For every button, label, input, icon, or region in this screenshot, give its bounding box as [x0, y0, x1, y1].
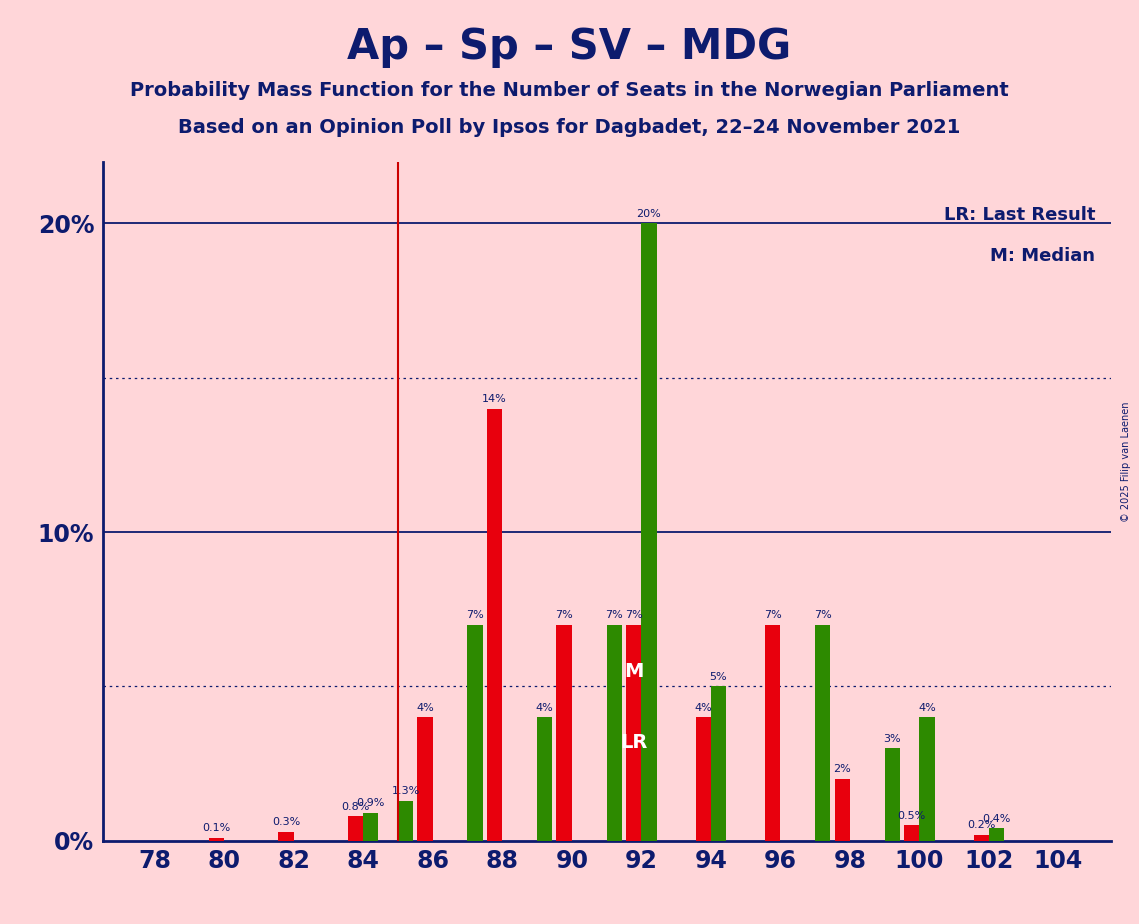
Text: 7%: 7% — [605, 610, 623, 620]
Text: LR: Last Result: LR: Last Result — [944, 206, 1096, 224]
Text: 7%: 7% — [764, 610, 781, 620]
Text: Based on an Opinion Poll by Ipsos for Dagbadet, 22–24 November 2021: Based on an Opinion Poll by Ipsos for Da… — [179, 118, 960, 138]
Text: 4%: 4% — [918, 703, 936, 712]
Text: 7%: 7% — [814, 610, 831, 620]
Bar — [885, 748, 900, 841]
Text: LR: LR — [620, 733, 647, 751]
Bar — [626, 625, 641, 841]
Text: 0.2%: 0.2% — [967, 820, 995, 830]
Bar — [816, 625, 830, 841]
Bar — [467, 625, 483, 841]
Text: 7%: 7% — [625, 610, 642, 620]
Bar — [765, 625, 780, 841]
Bar — [487, 408, 502, 841]
Text: © 2025 Filip van Laenen: © 2025 Filip van Laenen — [1121, 402, 1131, 522]
Bar — [989, 829, 1005, 841]
Text: 14%: 14% — [482, 394, 507, 404]
Text: 0.3%: 0.3% — [272, 817, 301, 827]
Text: Probability Mass Function for the Number of Seats in the Norwegian Parliament: Probability Mass Function for the Number… — [130, 81, 1009, 101]
Text: 4%: 4% — [535, 703, 554, 712]
Text: 7%: 7% — [466, 610, 484, 620]
Bar — [536, 717, 552, 841]
Text: 20%: 20% — [637, 209, 662, 219]
Text: 0.1%: 0.1% — [203, 823, 230, 833]
Bar — [711, 687, 726, 841]
Text: 2%: 2% — [834, 764, 851, 774]
Text: 3%: 3% — [884, 734, 901, 744]
Text: 5%: 5% — [710, 672, 728, 682]
Text: 7%: 7% — [555, 610, 573, 620]
Bar — [904, 825, 919, 841]
Bar — [347, 816, 363, 841]
Bar — [835, 779, 850, 841]
Bar — [641, 224, 656, 841]
Text: 4%: 4% — [416, 703, 434, 712]
Text: 0.9%: 0.9% — [357, 798, 385, 808]
Text: 4%: 4% — [695, 703, 712, 712]
Bar — [278, 832, 294, 841]
Text: 0.5%: 0.5% — [898, 810, 926, 821]
Bar — [919, 717, 935, 841]
Bar — [208, 838, 224, 841]
Bar — [398, 801, 413, 841]
Text: 0.4%: 0.4% — [982, 814, 1010, 824]
Text: 0.8%: 0.8% — [342, 801, 370, 811]
Text: M: Median: M: Median — [991, 247, 1096, 264]
Bar — [557, 625, 572, 841]
Text: Ap – Sp – SV – MDG: Ap – Sp – SV – MDG — [347, 26, 792, 67]
Bar — [417, 717, 433, 841]
Bar — [607, 625, 622, 841]
Bar — [363, 813, 378, 841]
Bar — [696, 717, 711, 841]
Text: 1.3%: 1.3% — [392, 786, 420, 796]
Text: M: M — [624, 662, 644, 681]
Bar — [974, 834, 989, 841]
